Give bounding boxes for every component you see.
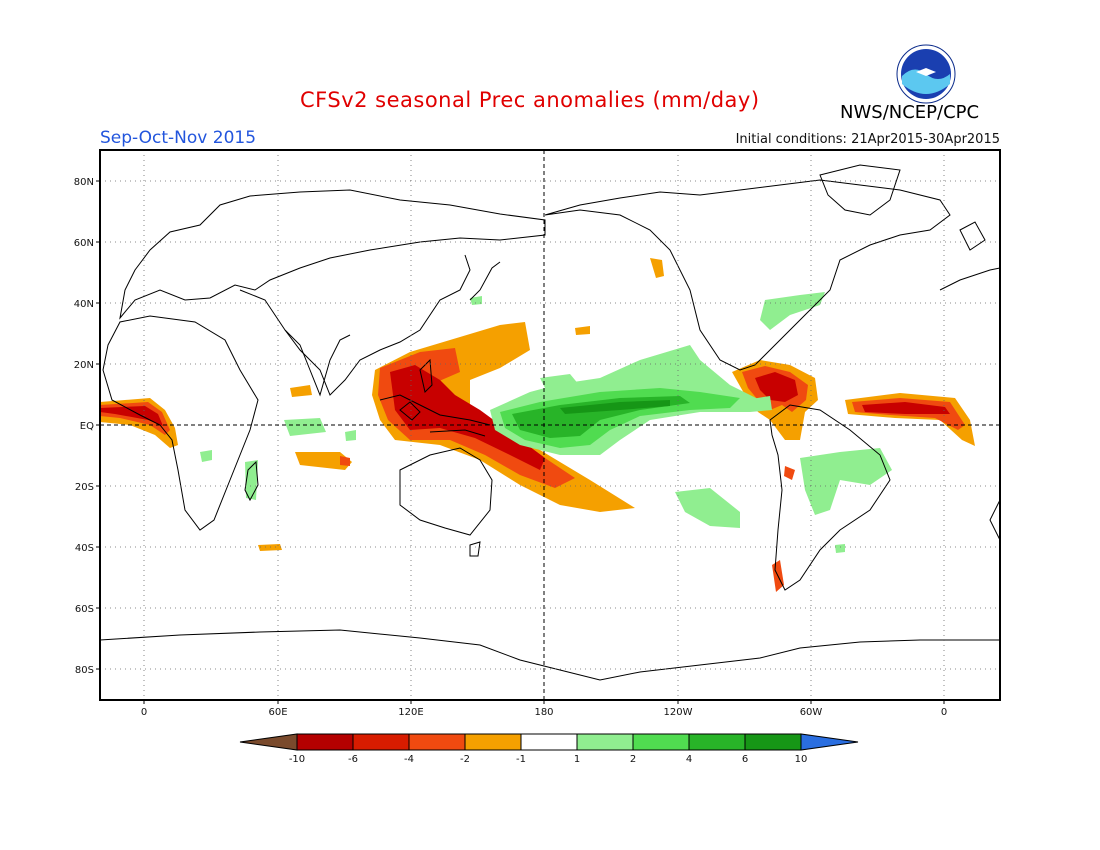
lon-label: 120W (664, 707, 693, 718)
legend-label: -4 (404, 754, 414, 765)
legend-label: -6 (348, 754, 358, 765)
lon-label: 0 (141, 707, 147, 718)
lon-label: 0 (941, 707, 947, 718)
legend-label: -2 (460, 754, 470, 765)
legend-swatch (576, 733, 634, 751)
lon-label: 180 (534, 707, 553, 718)
legend-label: -10 (289, 754, 305, 765)
lon-label: 60W (800, 707, 823, 718)
center-lines (100, 150, 1000, 700)
legend-swatch (408, 733, 466, 751)
lon-label: 120E (398, 707, 423, 718)
latitude-labels: 80N 60N 40N 20N EQ 20S 40S 60S 80S (74, 177, 94, 676)
pacific-wet (200, 292, 892, 553)
legend-swatch (296, 733, 354, 751)
legend-swatch (520, 733, 578, 751)
atlantic-dry-east (845, 393, 975, 446)
legend-arrow-low (239, 733, 298, 751)
atlantic-dry-west (100, 398, 178, 448)
noaa-logo-icon (896, 44, 956, 104)
legend-label: 10 (795, 754, 808, 765)
chart-title: CFSv2 seasonal Prec anomalies (mm/day) (300, 88, 760, 112)
legend-arrow-high (800, 733, 859, 751)
initial-conditions: Initial conditions: 21Apr2015-30Apr2015 (735, 132, 1000, 147)
legend-label: 2 (630, 754, 636, 765)
legend-label: 4 (686, 754, 692, 765)
lat-label: 60N (74, 238, 94, 249)
season-label: Sep-Oct-Nov 2015 (100, 128, 257, 148)
west-pacific-dry (258, 258, 664, 551)
caribbean-dry (732, 360, 818, 592)
legend-label: 1 (574, 754, 580, 765)
lat-label: EQ (80, 421, 94, 432)
lat-label: 60S (75, 604, 94, 615)
legend-swatch (744, 733, 802, 751)
agency-label: NWS/NCEP/CPC (840, 102, 980, 123)
lat-label: 80S (75, 665, 94, 676)
graticule (100, 150, 1000, 700)
lat-label: 20S (75, 482, 94, 493)
lat-label: 20N (74, 360, 94, 371)
longitude-labels: 0 60E 120E 180 120W 60W 0 (141, 707, 947, 718)
legend-swatch (464, 733, 522, 751)
lon-label: 60E (268, 707, 287, 718)
lat-label: 80N (74, 177, 94, 188)
legend-swatch (688, 733, 746, 751)
legend-swatch (352, 733, 410, 751)
anomaly-fields (100, 258, 975, 592)
coastlines (100, 164, 1000, 681)
legend-label: 6 (742, 754, 748, 765)
tick-marks (96, 180, 945, 704)
lat-label: 40S (75, 543, 94, 554)
legend-swatch (632, 733, 690, 751)
legend-label: -1 (516, 754, 526, 765)
lat-label: 40N (74, 299, 94, 310)
color-legend: -10 -6 -4 -2 -1 1 2 4 6 10 (239, 733, 859, 765)
